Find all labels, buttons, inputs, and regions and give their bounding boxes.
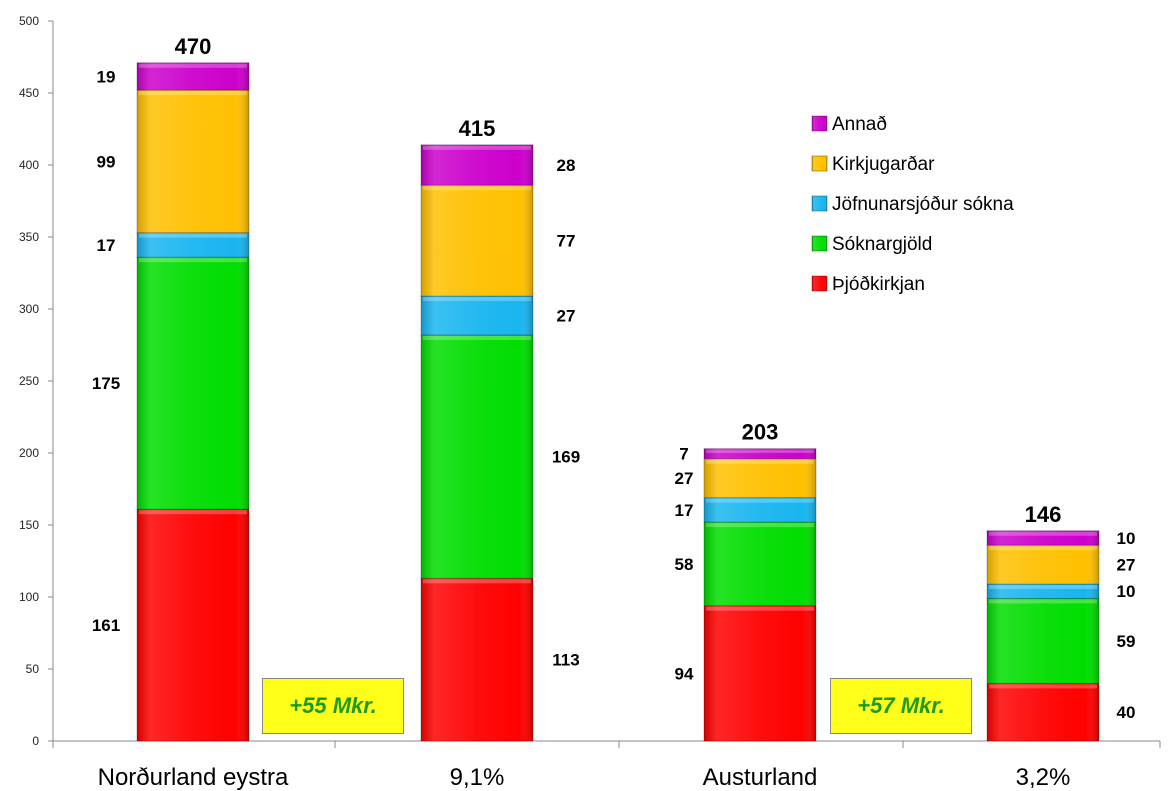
legend-item-kirkjugardar: Kirkjugarðar — [812, 154, 935, 175]
bar-bevel-jofnunarsjodur-sokna-4 — [989, 585, 1097, 589]
data-label-annad-4: 10 — [1117, 529, 1136, 548]
data-label-thjodkirkjan-3: 94 — [675, 664, 694, 683]
x-tick-label: 9,1% — [450, 764, 505, 791]
legend-swatch-shade — [812, 196, 827, 211]
bar-bevel-kirkjugardar-3 — [706, 460, 814, 464]
total-label-2: 415 — [459, 116, 496, 141]
y-tick-label: 200 — [19, 446, 39, 460]
bar-shade-soknargjold-4 — [987, 598, 1099, 683]
y-tick-label: 50 — [26, 662, 40, 676]
bar-shade-kirkjugardar-1 — [137, 90, 249, 233]
legend-swatch-shade — [812, 276, 827, 291]
total-label-1: 470 — [175, 34, 212, 59]
bar-bevel-jofnunarsjodur-sokna-3 — [706, 499, 814, 503]
legend-item-thjodkirkjan: Þjóðkirkjan — [812, 274, 925, 295]
data-label-soknargjold-2: 169 — [552, 448, 580, 467]
x-tick-label: Austurland — [703, 764, 818, 791]
bar-bevel-thjodkirkjan-1 — [139, 510, 247, 514]
y-tick-label: 350 — [19, 230, 39, 244]
data-label-soknargjold-4: 59 — [1117, 632, 1136, 651]
data-label-thjodkirkjan-2: 113 — [552, 651, 579, 670]
bar-shade-kirkjugardar-3 — [704, 459, 816, 498]
data-label-annad-1: 19 — [97, 67, 116, 86]
y-tick-label: 300 — [19, 302, 39, 316]
y-tick-label: 100 — [19, 590, 39, 604]
total-label-3: 203 — [742, 420, 779, 445]
y-tick-label: 0 — [32, 734, 39, 748]
legend-label: Kirkjugarðar — [832, 154, 935, 175]
data-label-kirkjugardar-1: 99 — [97, 152, 116, 171]
bar-shade-soknargjold-1 — [137, 257, 249, 509]
bar-shade-thjodkirkjan-4 — [987, 683, 1099, 741]
legend-label: Sóknargjöld — [832, 234, 932, 255]
bar-bevel-jofnunarsjodur-sokna-1 — [139, 234, 247, 238]
bar-bevel-soknargjold-3 — [706, 523, 814, 527]
bar-bevel-thjodkirkjan-3 — [706, 607, 814, 611]
legend-swatch-shade — [812, 236, 827, 251]
bar-bevel-soknargjold-2 — [423, 336, 531, 340]
bar-bevel-thjodkirkjan-2 — [423, 579, 531, 583]
legend-item-soknargjold: Sóknargjöld — [812, 234, 932, 255]
data-label-thjodkirkjan-1: 161 — [92, 616, 120, 635]
legend-label: Annað — [832, 114, 887, 135]
legend-item-jofnunarsjodur-sokna: Jöfnunarsjóður sókna — [812, 194, 1014, 215]
bar-shade-annad-2 — [421, 145, 533, 185]
legend: Annað Kirkjugarðar Jöfnunarsjóður sókna Sók… — [812, 114, 1014, 295]
data-label-annad-2: 28 — [557, 156, 576, 175]
bar-shade-jofnunarsjodur-sokna-2 — [421, 296, 533, 335]
bar-bevel-kirkjugardar-4 — [989, 546, 1097, 550]
bar-bevel-jofnunarsjodur-sokna-2 — [423, 297, 531, 301]
bar-bevel-kirkjugardar-2 — [423, 186, 531, 190]
data-label-annad-3: 7 — [679, 445, 688, 464]
bar-bevel-annad-1 — [139, 64, 247, 68]
bar-shade-thjodkirkjan-1 — [137, 509, 249, 741]
data-label-jofnunarsjodur-sokna-4: 10 — [1117, 582, 1136, 601]
data-label-jofnunarsjodur-sokna-2: 27 — [557, 306, 576, 325]
bar-shade-thjodkirkjan-3 — [704, 606, 816, 741]
bar-shade-kirkjugardar-2 — [421, 185, 533, 296]
legend-label: Jöfnunarsjóður sókna — [832, 194, 1014, 215]
data-label-soknargjold-1: 175 — [92, 374, 120, 393]
bar-bevel-annad-4 — [989, 532, 1097, 536]
legend-swatch-shade — [812, 156, 827, 171]
y-tick-label: 500 — [19, 14, 39, 28]
bar-shade-thjodkirkjan-2 — [421, 578, 533, 741]
bar-bevel-soknargjold-1 — [139, 258, 247, 262]
data-label-thjodkirkjan-4: 40 — [1117, 703, 1136, 722]
data-label-jofnunarsjodur-sokna-1: 17 — [97, 236, 116, 255]
total-label-4: 146 — [1025, 502, 1062, 527]
bar-bevel-soknargjold-4 — [989, 599, 1097, 603]
note-box-1: +55 Mkr. — [262, 678, 404, 734]
y-tick-label: 450 — [19, 86, 39, 100]
y-tick-label: 400 — [19, 158, 39, 172]
data-label-kirkjugardar-2: 77 — [557, 232, 576, 251]
data-label-soknargjold-3: 58 — [675, 555, 694, 574]
bar-bevel-annad-2 — [423, 146, 531, 150]
bar-bevel-thjodkirkjan-4 — [989, 684, 1097, 688]
bar-shade-soknargjold-2 — [421, 335, 533, 578]
legend-swatch-shade — [812, 116, 827, 131]
y-tick-label: 150 — [19, 518, 39, 532]
y-tick-label: 250 — [19, 374, 39, 388]
note-box-2: +57 Mkr. — [830, 678, 972, 734]
data-label-kirkjugardar-4: 27 — [1117, 556, 1136, 575]
bar-shade-soknargjold-3 — [704, 522, 816, 606]
legend-label: Þjóðkirkjan — [832, 274, 925, 295]
bar-bevel-annad-3 — [706, 450, 814, 453]
bars — [137, 63, 1099, 741]
bar-bevel-kirkjugardar-1 — [139, 91, 247, 95]
data-label-kirkjugardar-3: 27 — [675, 469, 694, 488]
legend-item-annad: Annað — [812, 114, 887, 135]
x-tick-label: 3,2% — [1016, 764, 1071, 791]
x-tick-label: Norðurland eystra — [98, 764, 289, 791]
data-label-jofnunarsjodur-sokna-3: 17 — [675, 501, 694, 520]
bar-shade-kirkjugardar-4 — [987, 545, 1099, 584]
